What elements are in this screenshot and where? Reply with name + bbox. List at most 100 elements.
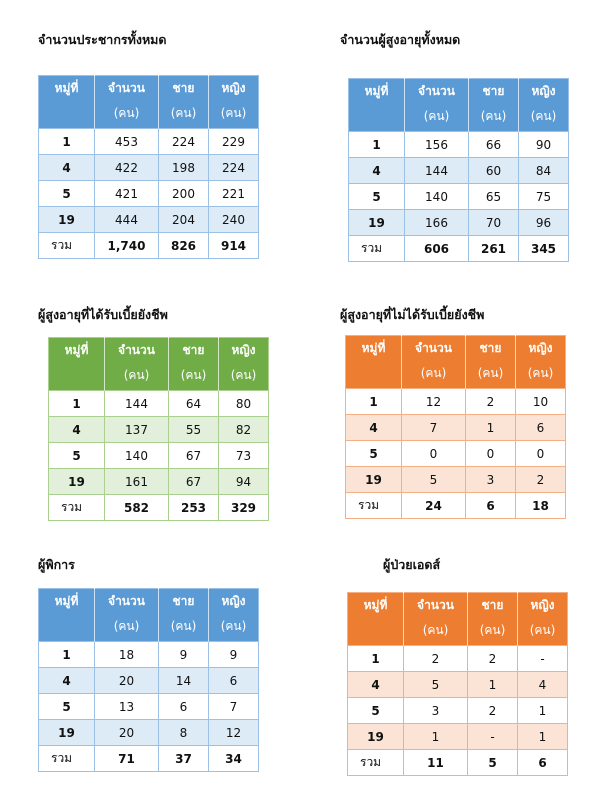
header-unit: (คน)	[220, 106, 247, 120]
data-row: 1 156 66 90	[348, 131, 569, 158]
total-row: รวม 24 6 18	[345, 492, 566, 519]
cell: 94	[218, 468, 269, 495]
cell: 137	[104, 416, 169, 443]
data-row: 19 20 8 12	[38, 719, 259, 746]
cell: 20	[94, 667, 159, 694]
header-text: ชาย	[172, 594, 195, 608]
header-cell: หมู่ที่	[348, 78, 405, 132]
header-cell: จำนวน (คน)	[401, 335, 466, 389]
cell: 84	[518, 157, 569, 184]
cell: 1	[465, 414, 516, 441]
cell: 240	[208, 206, 259, 233]
total-row: รวม 582 253 329	[48, 494, 269, 521]
cell: 55	[168, 416, 219, 443]
data-row: 19 166 70 96	[348, 209, 569, 236]
data-row: 4 422 198 224	[38, 154, 259, 181]
cell: 204	[158, 206, 209, 233]
cell: 4	[38, 154, 95, 181]
cell: 75	[518, 183, 569, 210]
cell: 224	[208, 154, 259, 181]
cell: 422	[94, 154, 159, 181]
cell: รวม	[38, 745, 95, 772]
cell: 5	[347, 697, 404, 724]
data-row: 5 13 6 7	[38, 693, 259, 720]
header-text: หญิง	[530, 598, 555, 612]
header-text: ชาย	[481, 598, 504, 612]
table-title: ผู้พิการ	[38, 557, 75, 572]
cell: 80	[218, 390, 269, 417]
data-row: 5 140 65 75	[348, 183, 569, 210]
cell: 14	[158, 667, 209, 694]
data-row: 5 140 67 73	[48, 442, 269, 469]
cell: 1	[345, 388, 402, 415]
header-cell: หญิง (คน)	[517, 592, 568, 646]
data-row: 4 137 55 82	[48, 416, 269, 443]
cell: 156	[404, 131, 469, 158]
cell: 5	[348, 183, 405, 210]
header-row: หมู่ที่ จำนวน (คน) ชาย (คน) หญิง (คน)	[48, 337, 269, 391]
table-title: ผู้ป่วยเอดส์	[383, 557, 441, 572]
cell: 144	[104, 390, 169, 417]
data-table: หมู่ที่ จำนวน (คน) ชาย (คน) หญิง (คน) 1 453 224 22…	[38, 75, 259, 259]
cell: 67	[168, 442, 219, 469]
cell: 329	[218, 494, 269, 521]
cell: 90	[518, 131, 569, 158]
header-row: หมู่ที่ จำนวน (คน) ชาย (คน) หญิง (คน)	[38, 588, 259, 642]
header-cell: จำนวน (คน)	[94, 588, 159, 642]
cell: 5	[48, 442, 105, 469]
cell: 8	[158, 719, 209, 746]
header-unit: (คน)	[477, 366, 504, 380]
header-row: หมู่ที่ จำนวน (คน) ชาย (คน) หญิง (คน)	[348, 78, 569, 132]
cell: 606	[404, 235, 469, 262]
data-row: 19 444 204 240	[38, 206, 259, 233]
cell: 161	[104, 468, 169, 495]
header-text: จำนวน	[108, 81, 145, 95]
header-text: จำนวน	[415, 341, 452, 355]
table-title: จำนวนผู้สูงอายุทั้งหมด	[340, 32, 461, 47]
cell: 60	[468, 157, 519, 184]
cell: -	[517, 645, 568, 672]
cell: 7	[208, 693, 259, 720]
cell: 1	[38, 641, 95, 668]
table-title: ผู้สูงอายุที่ได้รับเบี้ยยังชีพ	[38, 307, 168, 322]
cell: 9	[208, 641, 259, 668]
header-unit: (คน)	[530, 109, 557, 123]
header-text: หญิง	[221, 594, 246, 608]
data-row: 19 5 3 2	[345, 466, 566, 493]
cell: 144	[404, 157, 469, 184]
cell: 1	[467, 671, 518, 698]
cell: -	[467, 723, 518, 750]
cell: 2	[515, 466, 566, 493]
cell: 1	[403, 723, 468, 750]
header-text: หญิง	[531, 84, 556, 98]
header-row: หมู่ที่ จำนวน (คน) ชาย (คน) หญิง (คน)	[38, 75, 259, 129]
header-cell: หมู่ที่	[38, 75, 95, 129]
cell: 826	[158, 232, 209, 259]
cell: 73	[218, 442, 269, 469]
cell: 0	[465, 440, 516, 467]
cell: 67	[168, 468, 219, 495]
cell: 6	[158, 693, 209, 720]
header-text: จำนวน	[417, 598, 454, 612]
header-text: หมู่ที่	[54, 81, 79, 95]
header-unit: (คน)	[230, 368, 257, 382]
header-unit: (คน)	[529, 623, 556, 637]
header-unit: (คน)	[480, 109, 507, 123]
cell: 166	[404, 209, 469, 236]
cell: 6	[515, 414, 566, 441]
cell: 5	[38, 693, 95, 720]
cell: 65	[468, 183, 519, 210]
data-row: 4 144 60 84	[348, 157, 569, 184]
cell: 20	[94, 719, 159, 746]
cell: 1	[38, 128, 95, 155]
header-text: ชาย	[172, 81, 195, 95]
cell: 914	[208, 232, 259, 259]
table-title: ผู้สูงอายุที่ไม่ได้รับเบี้ยยังชีพ	[340, 307, 485, 322]
cell: 582	[104, 494, 169, 521]
header-cell: จำนวน (คน)	[403, 592, 468, 646]
cell: 3	[403, 697, 468, 724]
cell: 4	[517, 671, 568, 698]
